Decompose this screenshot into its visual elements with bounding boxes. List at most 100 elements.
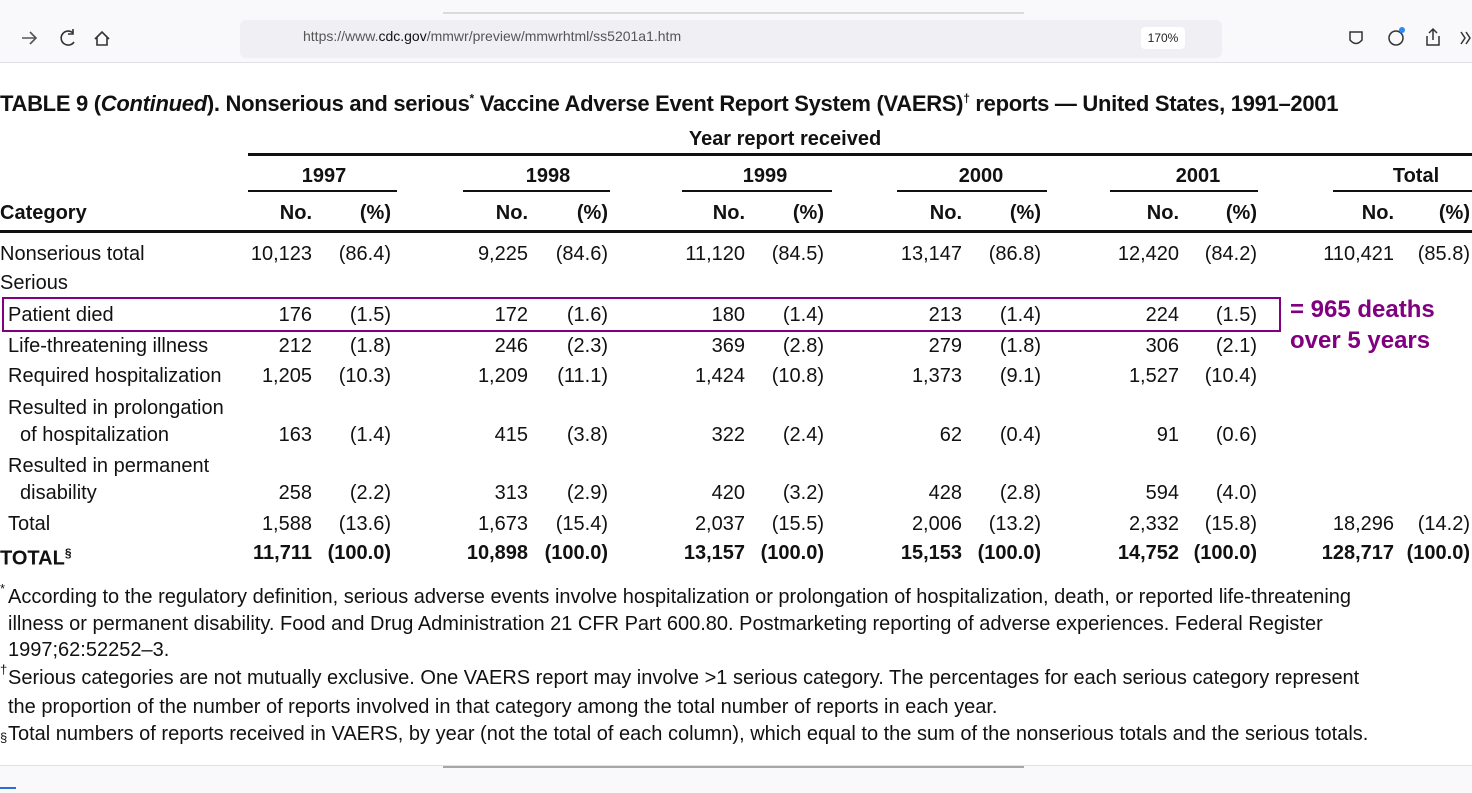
footnote-marker: *: [0, 581, 6, 596]
table-cell: (1.6): [566, 304, 608, 326]
table-cell: 13,147: [900, 243, 962, 265]
pocket-button[interactable]: [1349, 31, 1363, 45]
table-cell: 1,424: [694, 365, 745, 387]
table-cell: 128,717: [1321, 542, 1394, 564]
table-cell: (0.4): [999, 424, 1041, 446]
zoom-level[interactable]: 170%: [1141, 27, 1185, 49]
table-cell: (100.0): [977, 542, 1041, 564]
group-header: Total: [1392, 165, 1440, 187]
table-cell: (3.8): [566, 424, 608, 446]
column-header: No.: [1146, 202, 1179, 224]
table-cell: 279: [928, 335, 962, 357]
account-badge: [1399, 27, 1405, 33]
table-cell: 9,225: [477, 243, 528, 265]
table-cell: 306: [1145, 335, 1179, 357]
url-path: /mmwr/preview/mmwrhtml/ss5201a1.htm: [426, 28, 682, 44]
group-header: 1997: [301, 165, 347, 187]
table-cell: 13,157: [683, 542, 745, 564]
footnote-line: Serious categories are not mutually excl…: [8, 667, 1360, 689]
column-header: (%): [1225, 202, 1257, 224]
overflow-button[interactable]: [1460, 31, 1471, 45]
group-header: 2001: [1175, 165, 1221, 187]
table-cell: 14,752: [1117, 542, 1179, 564]
table-cell: (1.5): [1215, 304, 1257, 326]
table-cell: (2.9): [566, 482, 608, 504]
rule: [897, 190, 1047, 192]
footnote-marker: †: [0, 662, 8, 677]
row-label: Resulted in permanent: [8, 455, 210, 477]
highlight-box: [2, 297, 1281, 332]
table-cell: (100.0): [1406, 542, 1470, 564]
table-cell: (11.1): [557, 365, 608, 387]
row-label: Required hospitalization: [8, 365, 222, 387]
table-cell: 1,527: [1128, 365, 1179, 387]
table-cell: (10.8): [771, 365, 824, 387]
footnote-line: 1997;62:52252–3.: [8, 639, 170, 661]
table-cell: (9.1): [999, 365, 1041, 387]
column-header: No.: [712, 202, 745, 224]
table-cell: 2,006: [911, 513, 962, 535]
url-scheme: https://www.: [303, 28, 379, 44]
table-cell: (100.0): [1193, 542, 1257, 564]
title-text: Vaccine Adverse Event Report System (VAE…: [473, 91, 964, 116]
spanner: Year report received: [688, 128, 882, 150]
url-bar[interactable]: [240, 20, 1222, 58]
share-button[interactable]: [1426, 27, 1440, 46]
table-cell: (84.5): [771, 243, 824, 265]
group-header: 1999: [742, 165, 788, 187]
table-cell: (86.8): [988, 243, 1041, 265]
rule: [1333, 190, 1472, 192]
table-cell: (100.0): [327, 542, 391, 564]
table-cell: 163: [278, 424, 312, 446]
rule: [1110, 190, 1258, 192]
table-title: TABLE 9 (Continued). Nonserious and seri…: [0, 91, 1338, 117]
annotation: = 965 deaths: [1290, 296, 1435, 323]
table-cell: (84.2): [1204, 243, 1257, 265]
table-cell: 12,420: [1117, 243, 1179, 265]
footnote-line: the proportion of the number of reports …: [8, 696, 998, 718]
table-cell: (10.4): [1204, 365, 1257, 387]
table-cell: (4.0): [1215, 482, 1257, 504]
table-cell: (10.3): [338, 365, 391, 387]
column-header: (%): [576, 202, 608, 224]
footnote-line: According to the regulatory definition, …: [8, 586, 1352, 608]
row-label: Patient died: [8, 304, 114, 326]
table-cell: (2.8): [782, 335, 824, 357]
table-cell: 10,898: [466, 542, 528, 564]
table-cell: (86.4): [338, 243, 391, 265]
table-cell: 594: [1145, 482, 1179, 504]
forward-button[interactable]: [22, 31, 38, 45]
row-label: of hospitalization: [20, 424, 169, 446]
table-cell: (100.0): [544, 542, 608, 564]
table-cell: 1,373: [911, 365, 962, 387]
row-label: Total: [8, 513, 51, 535]
table-cell: 176: [278, 304, 312, 326]
title-italic: Continued: [100, 91, 207, 116]
rule: [248, 190, 397, 192]
title-text: reports — United States, 1991–2001: [969, 91, 1339, 116]
column-header: (%): [1009, 202, 1041, 224]
url[interactable]: https://www.cdc.gov/mmwr/preview/mmwrhtm…: [303, 28, 681, 44]
table-cell: 91: [1156, 424, 1179, 446]
reload-button[interactable]: [60, 29, 75, 46]
table-cell: (13.2): [988, 513, 1041, 535]
table-cell: (1.5): [349, 304, 391, 326]
column-header: No.: [279, 202, 312, 224]
group-header: 1998: [525, 165, 571, 187]
table-cell: 224: [1145, 304, 1179, 326]
column-header: (%): [1438, 202, 1470, 224]
footnote-line: Total numbers of reports received in VAE…: [8, 723, 1369, 745]
rule: [682, 190, 832, 192]
account-button[interactable]: [1388, 30, 1404, 46]
table-cell: 172: [494, 304, 528, 326]
table-cell: 415: [494, 424, 528, 446]
table-cell: 1,673: [477, 513, 528, 535]
table-cell: (1.4): [999, 304, 1041, 326]
rule: [463, 190, 610, 192]
table-cell: 1,588: [261, 513, 312, 535]
table-cell: 213: [928, 304, 962, 326]
page-content: TABLE 9 (Continued). Nonserious and seri…: [0, 63, 1472, 765]
table-cell: 313: [494, 482, 528, 504]
home-button[interactable]: [94, 30, 110, 46]
row-label: Serious: [0, 272, 68, 294]
